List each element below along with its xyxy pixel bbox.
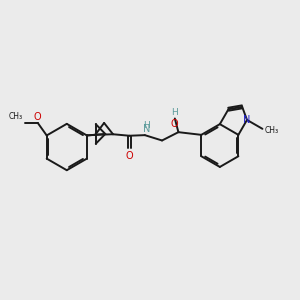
- Text: N: N: [243, 115, 251, 125]
- Text: N: N: [142, 124, 150, 134]
- Text: CH₃: CH₃: [9, 112, 23, 121]
- Text: H: H: [143, 121, 150, 130]
- Text: H: H: [171, 108, 178, 117]
- Text: CH₃: CH₃: [265, 126, 279, 135]
- Text: O: O: [34, 112, 42, 122]
- Text: O: O: [170, 119, 178, 129]
- Text: O: O: [125, 151, 133, 160]
